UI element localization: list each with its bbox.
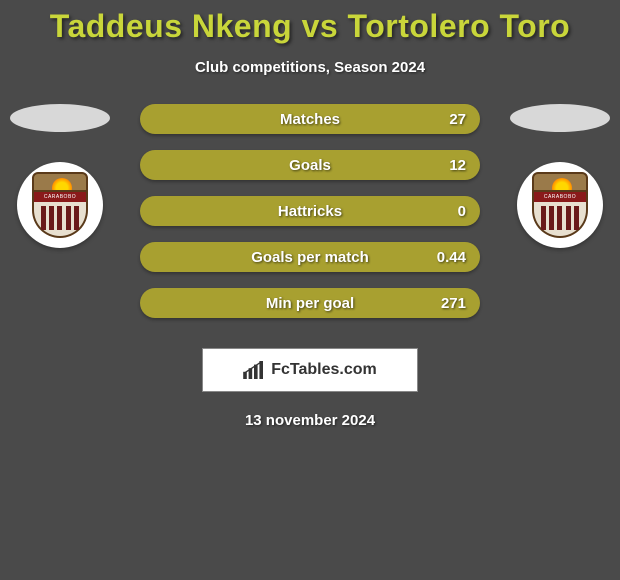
comparison-main: CARABOBO CARABOBO Matches 27 — [0, 104, 620, 334]
player-right-slot: CARABOBO — [510, 104, 610, 248]
stat-value: 0.44 — [437, 249, 466, 266]
stat-label: Matches — [140, 111, 480, 128]
stat-row: Min per goal 271 — [140, 288, 480, 318]
stat-row: Goals per match 0.44 — [140, 242, 480, 272]
stat-row: Hattricks 0 — [140, 196, 480, 226]
club-shield-icon: CARABOBO — [532, 172, 588, 238]
player-left-slot: CARABOBO — [10, 104, 110, 248]
player-left-club-badge: CARABOBO — [17, 162, 103, 248]
stat-row: Matches 27 — [140, 104, 480, 134]
branding-text: FcTables.com — [271, 361, 377, 379]
stat-bars: Matches 27 Goals 12 Hattricks 0 Goals pe… — [140, 104, 480, 334]
stat-value: 271 — [441, 295, 466, 312]
comparison-title: Taddeus Nkeng vs Tortolero Toro — [0, 0, 620, 45]
player-right-club-badge: CARABOBO — [517, 162, 603, 248]
bars-chart-icon — [243, 361, 265, 379]
player-right-photo-placeholder — [510, 104, 610, 132]
stat-label: Goals per match — [140, 249, 480, 266]
player-left-photo-placeholder — [10, 104, 110, 132]
snapshot-date: 13 november 2024 — [0, 412, 620, 429]
stat-label: Hattricks — [140, 203, 480, 220]
stat-value: 0 — [458, 203, 466, 220]
stat-value: 27 — [449, 111, 466, 128]
stat-value: 12 — [449, 157, 466, 174]
branding-box[interactable]: FcTables.com — [202, 348, 418, 392]
comparison-subtitle: Club competitions, Season 2024 — [0, 59, 620, 76]
stat-row: Goals 12 — [140, 150, 480, 180]
stat-label: Min per goal — [140, 295, 480, 312]
stat-label: Goals — [140, 157, 480, 174]
club-shield-icon: CARABOBO — [32, 172, 88, 238]
